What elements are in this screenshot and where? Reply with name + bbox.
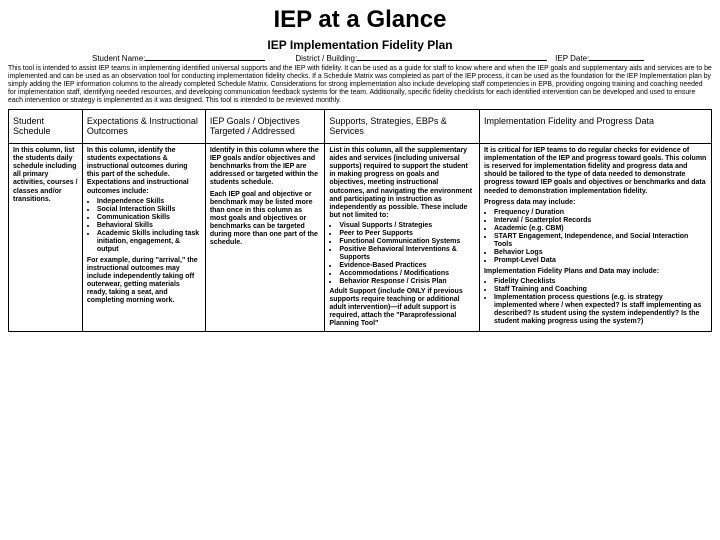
list-item: Visual Supports / Strategies [339,222,475,230]
header-expectations: Expectations & Instructional Outcomes [82,109,205,144]
list-item: Positive Behavioral Interventions & Supp… [339,246,475,262]
cell-fidelity: It is critical for IEP teams to do regul… [479,144,711,332]
list-item: Prompt-Level Data [494,257,707,265]
page-title: IEP at a Glance [8,6,712,34]
district-field[interactable] [357,60,547,61]
iep-date-label: IEP Date: [555,54,589,63]
meta-row: Student Name: District / Building: IEP D… [8,54,712,63]
list-item: Social Interaction Skills [97,206,201,214]
cell-supports: List in this column, all the supplementa… [325,144,480,332]
cell-schedule: In this column, list the students daily … [9,144,83,332]
c4-list: Visual Supports / StrategiesPeer to Peer… [329,222,475,286]
list-item: Academic Skills including task initiatio… [97,230,201,254]
iep-date-field[interactable] [589,60,644,61]
header-schedule: Student Schedule [9,109,83,144]
cell-expectations: In this column, identify the students ex… [82,144,205,332]
c2-intro: In this column, identify the students ex… [87,147,201,195]
c5-progress-label: Progress data may include: [484,199,707,207]
district-label: District / Building: [295,54,357,63]
list-item: START Engagement, Independence, and Soci… [494,233,707,249]
c2-list: Independence SkillsSocial Interaction Sk… [87,198,201,254]
list-item: Implementation process questions (e.g. i… [494,294,707,326]
table-header-row: Student Schedule Expectations & Instruct… [9,109,712,144]
list-item: Behavior Logs [494,249,707,257]
list-item: Behavioral Skills [97,222,201,230]
cell-goals: Identify in this column where the IEP go… [205,144,325,332]
list-item: Frequency / Duration [494,209,707,217]
table-row: In this column, list the students daily … [9,144,712,332]
list-item: Behavior Response / Crisis Plan [339,278,475,286]
list-item: Accommodations / Modifications [339,270,475,278]
list-item: Communication Skills [97,214,201,222]
c3-intro: Identify in this column where the IEP go… [210,147,321,187]
header-supports: Supports, Strategies, EBPs & Services [325,109,480,144]
list-item: Functional Communication Systems [339,238,475,246]
list-item: Peer to Peer Supports [339,230,475,238]
c4-intro: List in this column, all the supplementa… [329,147,475,219]
list-item: Fidelity Checklists [494,278,707,286]
student-name-field[interactable] [145,60,265,61]
list-item: Staff Training and Coaching [494,286,707,294]
c3-body: Each IEP goal and objective or benchmark… [210,191,321,247]
list-item: Evidence-Based Practices [339,262,475,270]
c5-intro: It is critical for IEP teams to do regul… [484,147,707,195]
page-subtitle: IEP Implementation Fidelity Plan [8,38,712,52]
intro-paragraph: This tool is intended to assist IEP team… [8,65,712,105]
c5-plan-list: Fidelity ChecklistsStaff Training and Co… [484,278,707,326]
list-item: Academic (e.g. CBM) [494,225,707,233]
c5-progress-list: Frequency / DurationInterval / Scatterpl… [484,209,707,265]
list-item: Independence Skills [97,198,201,206]
c5-plan-label: Implementation Fidelity Plans and Data m… [484,268,707,276]
list-item: Interval / Scatterplot Records [494,217,707,225]
header-goals: IEP Goals / Objectives Targeted / Addres… [205,109,325,144]
c2-example: For example, during "arrival," the instr… [87,257,201,305]
main-table: Student Schedule Expectations & Instruct… [8,109,712,333]
student-name-label: Student Name: [92,54,145,63]
c4-body: Adult Support (include ONLY if previous … [329,288,475,328]
header-fidelity: Implementation Fidelity and Progress Dat… [479,109,711,144]
